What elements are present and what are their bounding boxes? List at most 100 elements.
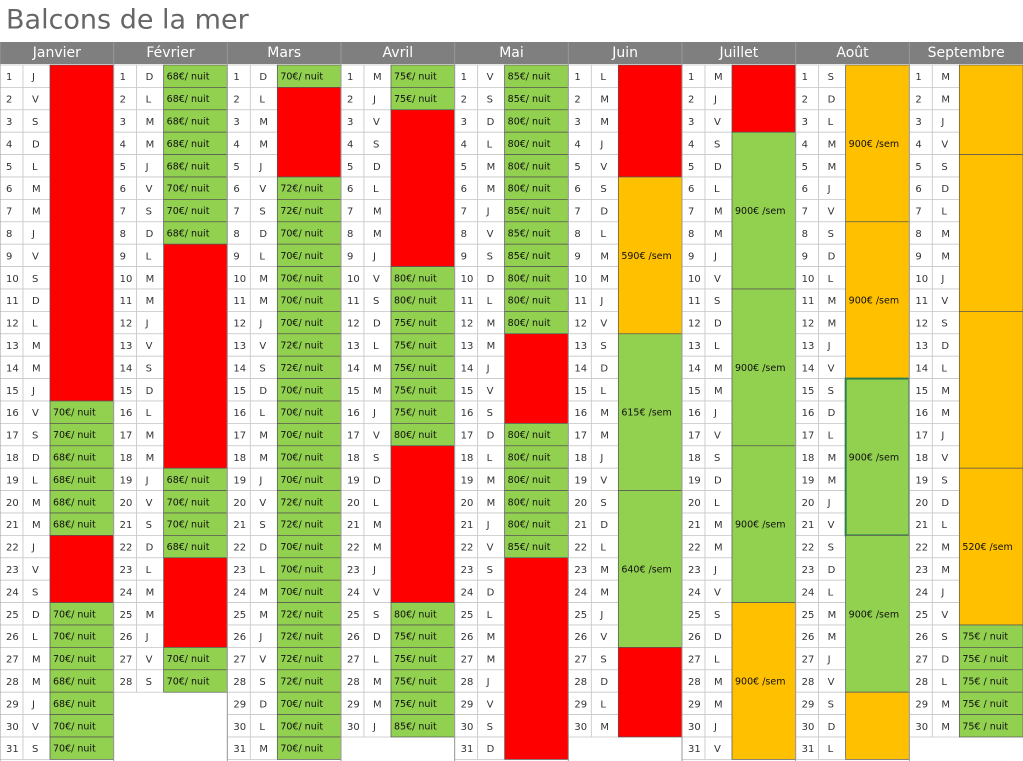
day-number: 24 [574, 587, 587, 598]
price-cell [163, 243, 228, 469]
weekday: M [487, 498, 496, 509]
day-number: 10 [461, 274, 474, 285]
day-number: 19 [461, 475, 474, 486]
price-label: 72€/ nuit [280, 609, 323, 620]
weekday: J [940, 587, 944, 598]
weekday: M [373, 229, 382, 240]
weekday: J [599, 453, 603, 464]
day-number: 18 [347, 453, 360, 464]
weekday: M [714, 520, 723, 531]
weekday: V [600, 319, 607, 330]
weekday: M [259, 744, 268, 755]
cell [249, 154, 278, 178]
weekday: L [828, 587, 834, 598]
day-number: 13 [233, 341, 246, 352]
weekday: J [599, 296, 603, 307]
weekday: V [146, 655, 153, 666]
day-number: 26 [6, 632, 19, 643]
weekday: M [146, 296, 155, 307]
weekday: M [32, 520, 41, 531]
day-number: 1 [347, 72, 353, 83]
weekday: J [258, 162, 262, 173]
day-number: 2 [461, 95, 467, 106]
day-number: 9 [461, 251, 467, 262]
weekday: L [828, 744, 834, 755]
day-number: 10 [233, 274, 246, 285]
day-number: 20 [233, 498, 246, 509]
weekday: S [714, 296, 720, 307]
day-number: 7 [688, 207, 694, 218]
day-number: 14 [233, 363, 246, 374]
weekday: V [259, 184, 266, 195]
day-number: 13 [120, 341, 133, 352]
weekday: S [600, 498, 606, 509]
weekday: V [259, 655, 266, 666]
weekday: M [259, 453, 268, 464]
weekday: D [259, 386, 267, 397]
price-label: 68€/ nuit [167, 139, 210, 150]
weekday: M [828, 632, 837, 643]
day-number: 30 [574, 722, 587, 733]
price-label: 75€/ nuit [394, 699, 437, 710]
weekday: L [714, 498, 720, 509]
day-number: 11 [233, 296, 246, 307]
weekday: D [373, 162, 381, 173]
weekday: J [258, 632, 262, 643]
day-number: 17 [915, 431, 928, 442]
price-label: 70€/ nuit [167, 497, 210, 508]
day-number: 7 [120, 207, 126, 218]
day-number: 27 [688, 655, 701, 666]
weekday: J [145, 162, 149, 173]
weekday: S [714, 610, 720, 621]
weekday: J [713, 95, 717, 106]
price-cell [49, 535, 115, 603]
cell [249, 310, 278, 335]
day-number: 10 [347, 274, 360, 285]
price-cell [617, 490, 683, 648]
weekday: V [487, 386, 494, 397]
day-number: 29 [574, 699, 587, 710]
weekday: M [32, 363, 41, 374]
weekday: D [941, 498, 949, 509]
day-number: 6 [915, 184, 921, 195]
day-number: 24 [233, 587, 246, 598]
cell [136, 624, 165, 648]
weekday: V [941, 610, 948, 621]
weekday: D [146, 386, 154, 397]
day-number: 30 [688, 722, 701, 733]
weekday: D [487, 117, 495, 128]
weekday: L [32, 475, 38, 486]
month-header: Janvier [32, 45, 81, 61]
weekday: S [32, 117, 38, 128]
price-label: 900€ /sem [849, 609, 899, 620]
weekday: M [487, 319, 496, 330]
day-number: 20 [688, 498, 701, 509]
day-number: 11 [120, 296, 133, 307]
weekday: L [32, 162, 38, 173]
weekday: S [714, 139, 720, 150]
price-label: 80€/ nuit [508, 273, 551, 284]
day-number: 13 [347, 341, 360, 352]
price-label: 70€/ nuit [280, 430, 323, 441]
weekday: D [828, 722, 836, 733]
weekday: S [941, 475, 947, 486]
weekday: V [32, 251, 39, 262]
price-label: 72€/ nuit [280, 677, 323, 688]
day-number: 5 [461, 162, 467, 173]
cell [931, 266, 960, 290]
weekday: M [828, 139, 837, 150]
cell [931, 579, 960, 604]
day-number: 23 [688, 565, 701, 576]
day-number: 8 [915, 229, 921, 240]
day-number: 4 [6, 139, 12, 150]
weekday: M [146, 610, 155, 621]
weekday: D [828, 251, 836, 262]
day-number: 22 [574, 543, 587, 554]
weekday: M [487, 162, 496, 173]
weekday: M [487, 475, 496, 486]
weekday: M [828, 475, 837, 486]
weekday: V [373, 431, 380, 442]
day-number: 7 [461, 207, 467, 218]
price-cell [49, 64, 115, 402]
weekday: V [714, 117, 721, 128]
